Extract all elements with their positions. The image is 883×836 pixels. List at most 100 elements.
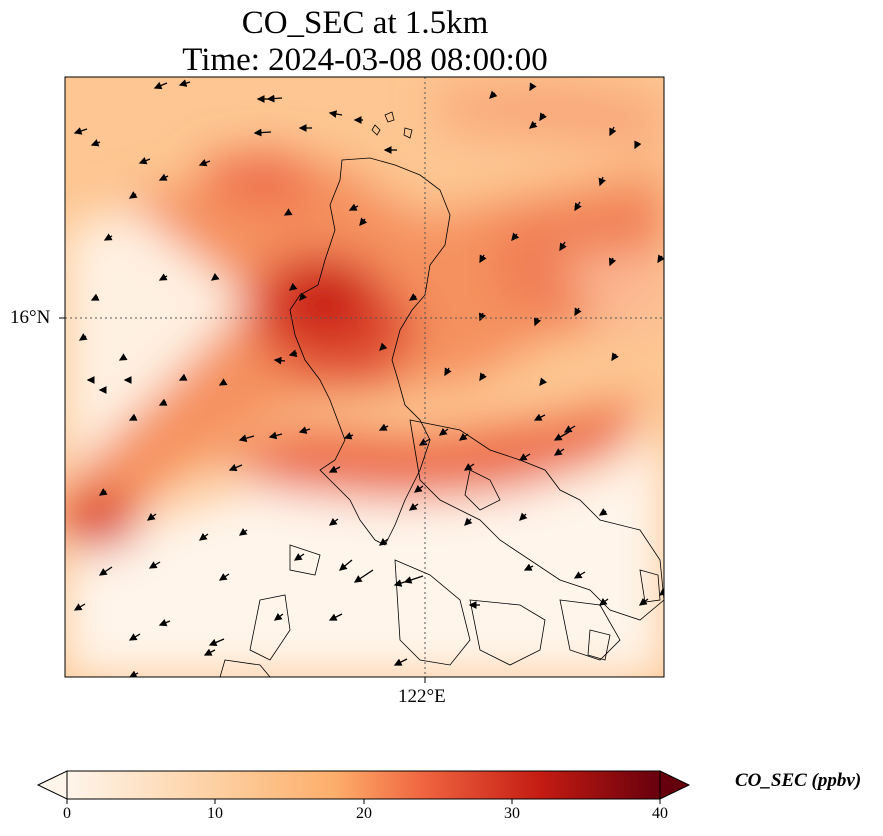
wind-arrow — [559, 241, 567, 252]
wind-arrow — [611, 352, 619, 362]
wind-arrow — [266, 94, 283, 103]
wind-arrow — [413, 484, 424, 493]
wind-arrow — [408, 293, 418, 301]
wind-arrow — [657, 254, 664, 264]
wind-arrow — [283, 208, 293, 216]
wind-arrow — [103, 233, 113, 241]
wind-arrow — [238, 434, 255, 442]
wind-arrow — [210, 272, 220, 281]
wind-arrow — [128, 191, 138, 199]
colorbar-label: CO_SEC (ppbv) — [735, 770, 862, 791]
wind-arrow — [328, 517, 339, 526]
wind-arrow — [153, 81, 168, 90]
wind-arrow — [128, 670, 139, 677]
wind-arrow — [563, 425, 576, 433]
wind-arrow — [148, 561, 161, 569]
wind-arrow — [533, 317, 542, 327]
wind-arrow — [458, 432, 469, 441]
wind-arrow — [339, 559, 353, 571]
wind-arrow — [353, 569, 374, 583]
wind-arrow — [403, 575, 424, 584]
colorbar-tick-0: 0 — [63, 805, 71, 822]
wind-arrow — [293, 553, 305, 561]
wind-arrow — [519, 512, 528, 521]
wind-arrow — [228, 463, 243, 472]
wind-arrow — [444, 367, 452, 377]
colorbar — [36, 770, 691, 804]
wind-arrow — [299, 292, 308, 302]
wind-arrow — [328, 110, 343, 118]
wind-arrow — [463, 463, 475, 471]
wind-arrow — [573, 571, 586, 579]
wind-arrow — [128, 413, 138, 421]
map-panel — [59, 76, 665, 683]
wind-arrow — [218, 573, 230, 581]
wind-arrow — [98, 566, 113, 576]
lat-tick-label: 16°N — [10, 307, 51, 328]
wind-arrow — [328, 465, 341, 473]
wind-arrow — [118, 353, 128, 361]
wind-arrow — [378, 423, 389, 431]
wind-arrow — [273, 612, 284, 621]
map-title-line1: CO_SEC at 1.5km — [241, 5, 489, 41]
wind-arrow — [73, 127, 88, 135]
wind-arrow — [218, 378, 228, 386]
wind-arrow — [178, 79, 191, 87]
wind-arrow — [158, 618, 171, 627]
wind-arrow — [529, 82, 537, 92]
colorbar-min-extension — [36, 770, 68, 800]
wind-arrow — [634, 140, 642, 150]
colorbar-tick-20: 20 — [356, 805, 372, 822]
wind-arrow — [598, 508, 608, 516]
wind-arrow — [609, 126, 617, 137]
wind-arrow — [298, 426, 311, 434]
colorbar-gradient — [66, 770, 661, 800]
concentration-field — [65, 77, 664, 677]
wind-arrow — [379, 342, 388, 351]
wind-arrow — [438, 427, 449, 436]
wind-arrow — [128, 633, 141, 641]
wind-arrow — [208, 638, 225, 647]
wind-arrow — [478, 312, 487, 322]
wind-arrow — [158, 173, 169, 181]
lon-tick-label: 122°E — [398, 686, 446, 707]
wind-arrow — [288, 349, 298, 357]
wind-arrow — [553, 448, 565, 456]
wind-arrow — [273, 356, 286, 365]
wind-arrow — [73, 603, 86, 611]
wind-arrow — [479, 372, 487, 382]
wind-arrow — [523, 563, 534, 571]
wind-arrow — [98, 488, 108, 496]
wind-arrow — [238, 528, 248, 536]
wind-arrow — [138, 156, 151, 165]
wind-arrow — [539, 377, 548, 387]
wind-arrow — [268, 431, 283, 440]
map-frame — [64, 76, 665, 678]
colorbar-tick-30: 30 — [504, 805, 520, 822]
wind-arrow — [328, 613, 343, 621]
colorbar-tick-10: 10 — [207, 805, 223, 822]
wind-arrow — [638, 597, 649, 606]
wind-arrow — [598, 597, 609, 606]
wind-arrow — [529, 120, 538, 129]
wind-arrow — [359, 217, 368, 226]
wind-arrow — [288, 282, 298, 291]
wind-arrow — [658, 587, 664, 596]
wind-arrow — [393, 658, 408, 666]
map-title-line2: Time: 2024-03-08 08:00:00 — [182, 42, 548, 78]
wind-arrow — [146, 512, 157, 521]
wind-arrow — [464, 517, 473, 526]
wind-arrow — [598, 176, 606, 187]
wind-arrow — [90, 139, 101, 147]
wind-arrow — [178, 373, 188, 381]
wind-arrow — [198, 532, 209, 541]
wind-arrow — [378, 537, 389, 546]
wind-arrow — [511, 232, 520, 241]
colorbar-tick-40: 40 — [652, 805, 668, 822]
wind-arrow — [553, 431, 570, 441]
wind-arrow — [608, 257, 617, 267]
wind-arrow — [489, 90, 498, 99]
wind-arrow — [253, 128, 272, 137]
wind-arrow — [348, 203, 359, 211]
wind-arrow — [158, 273, 168, 281]
